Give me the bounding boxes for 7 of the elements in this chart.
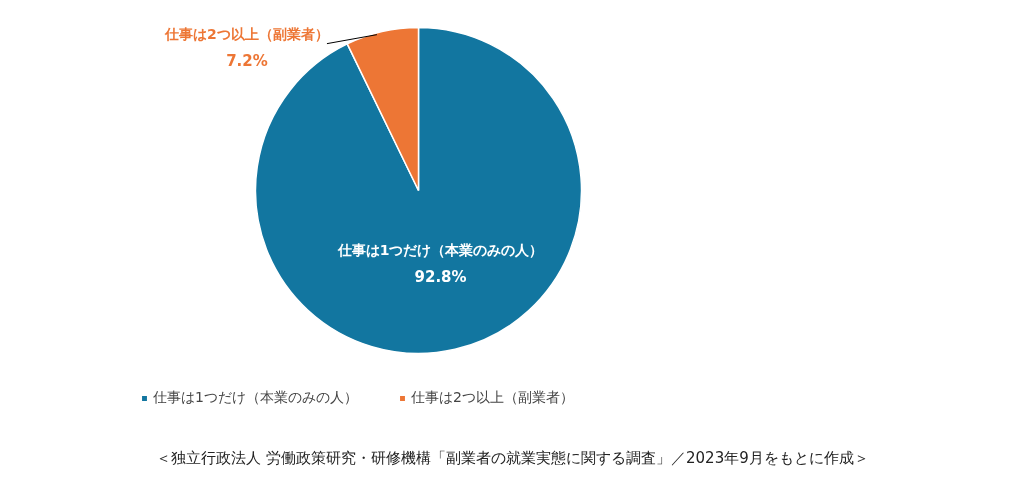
data-label: 7.2% [226,51,268,70]
text: ＜独立行政法人 労働政策研究・研修機構「副業者の就業実態に関する調査」／2023年9月をもとに作成＞ [156,448,869,467]
data-label: 92.8% [414,267,467,286]
slice-label: 仕事は1つだけ（本業のみの人） [336,241,544,258]
legend-label: 仕事は2つ以上（副業者） [410,389,574,407]
legend-label: 仕事は1つだけ（本業のみの人） [153,389,358,407]
slice-label: 仕事は2つ以上（副業者） [164,25,329,42]
